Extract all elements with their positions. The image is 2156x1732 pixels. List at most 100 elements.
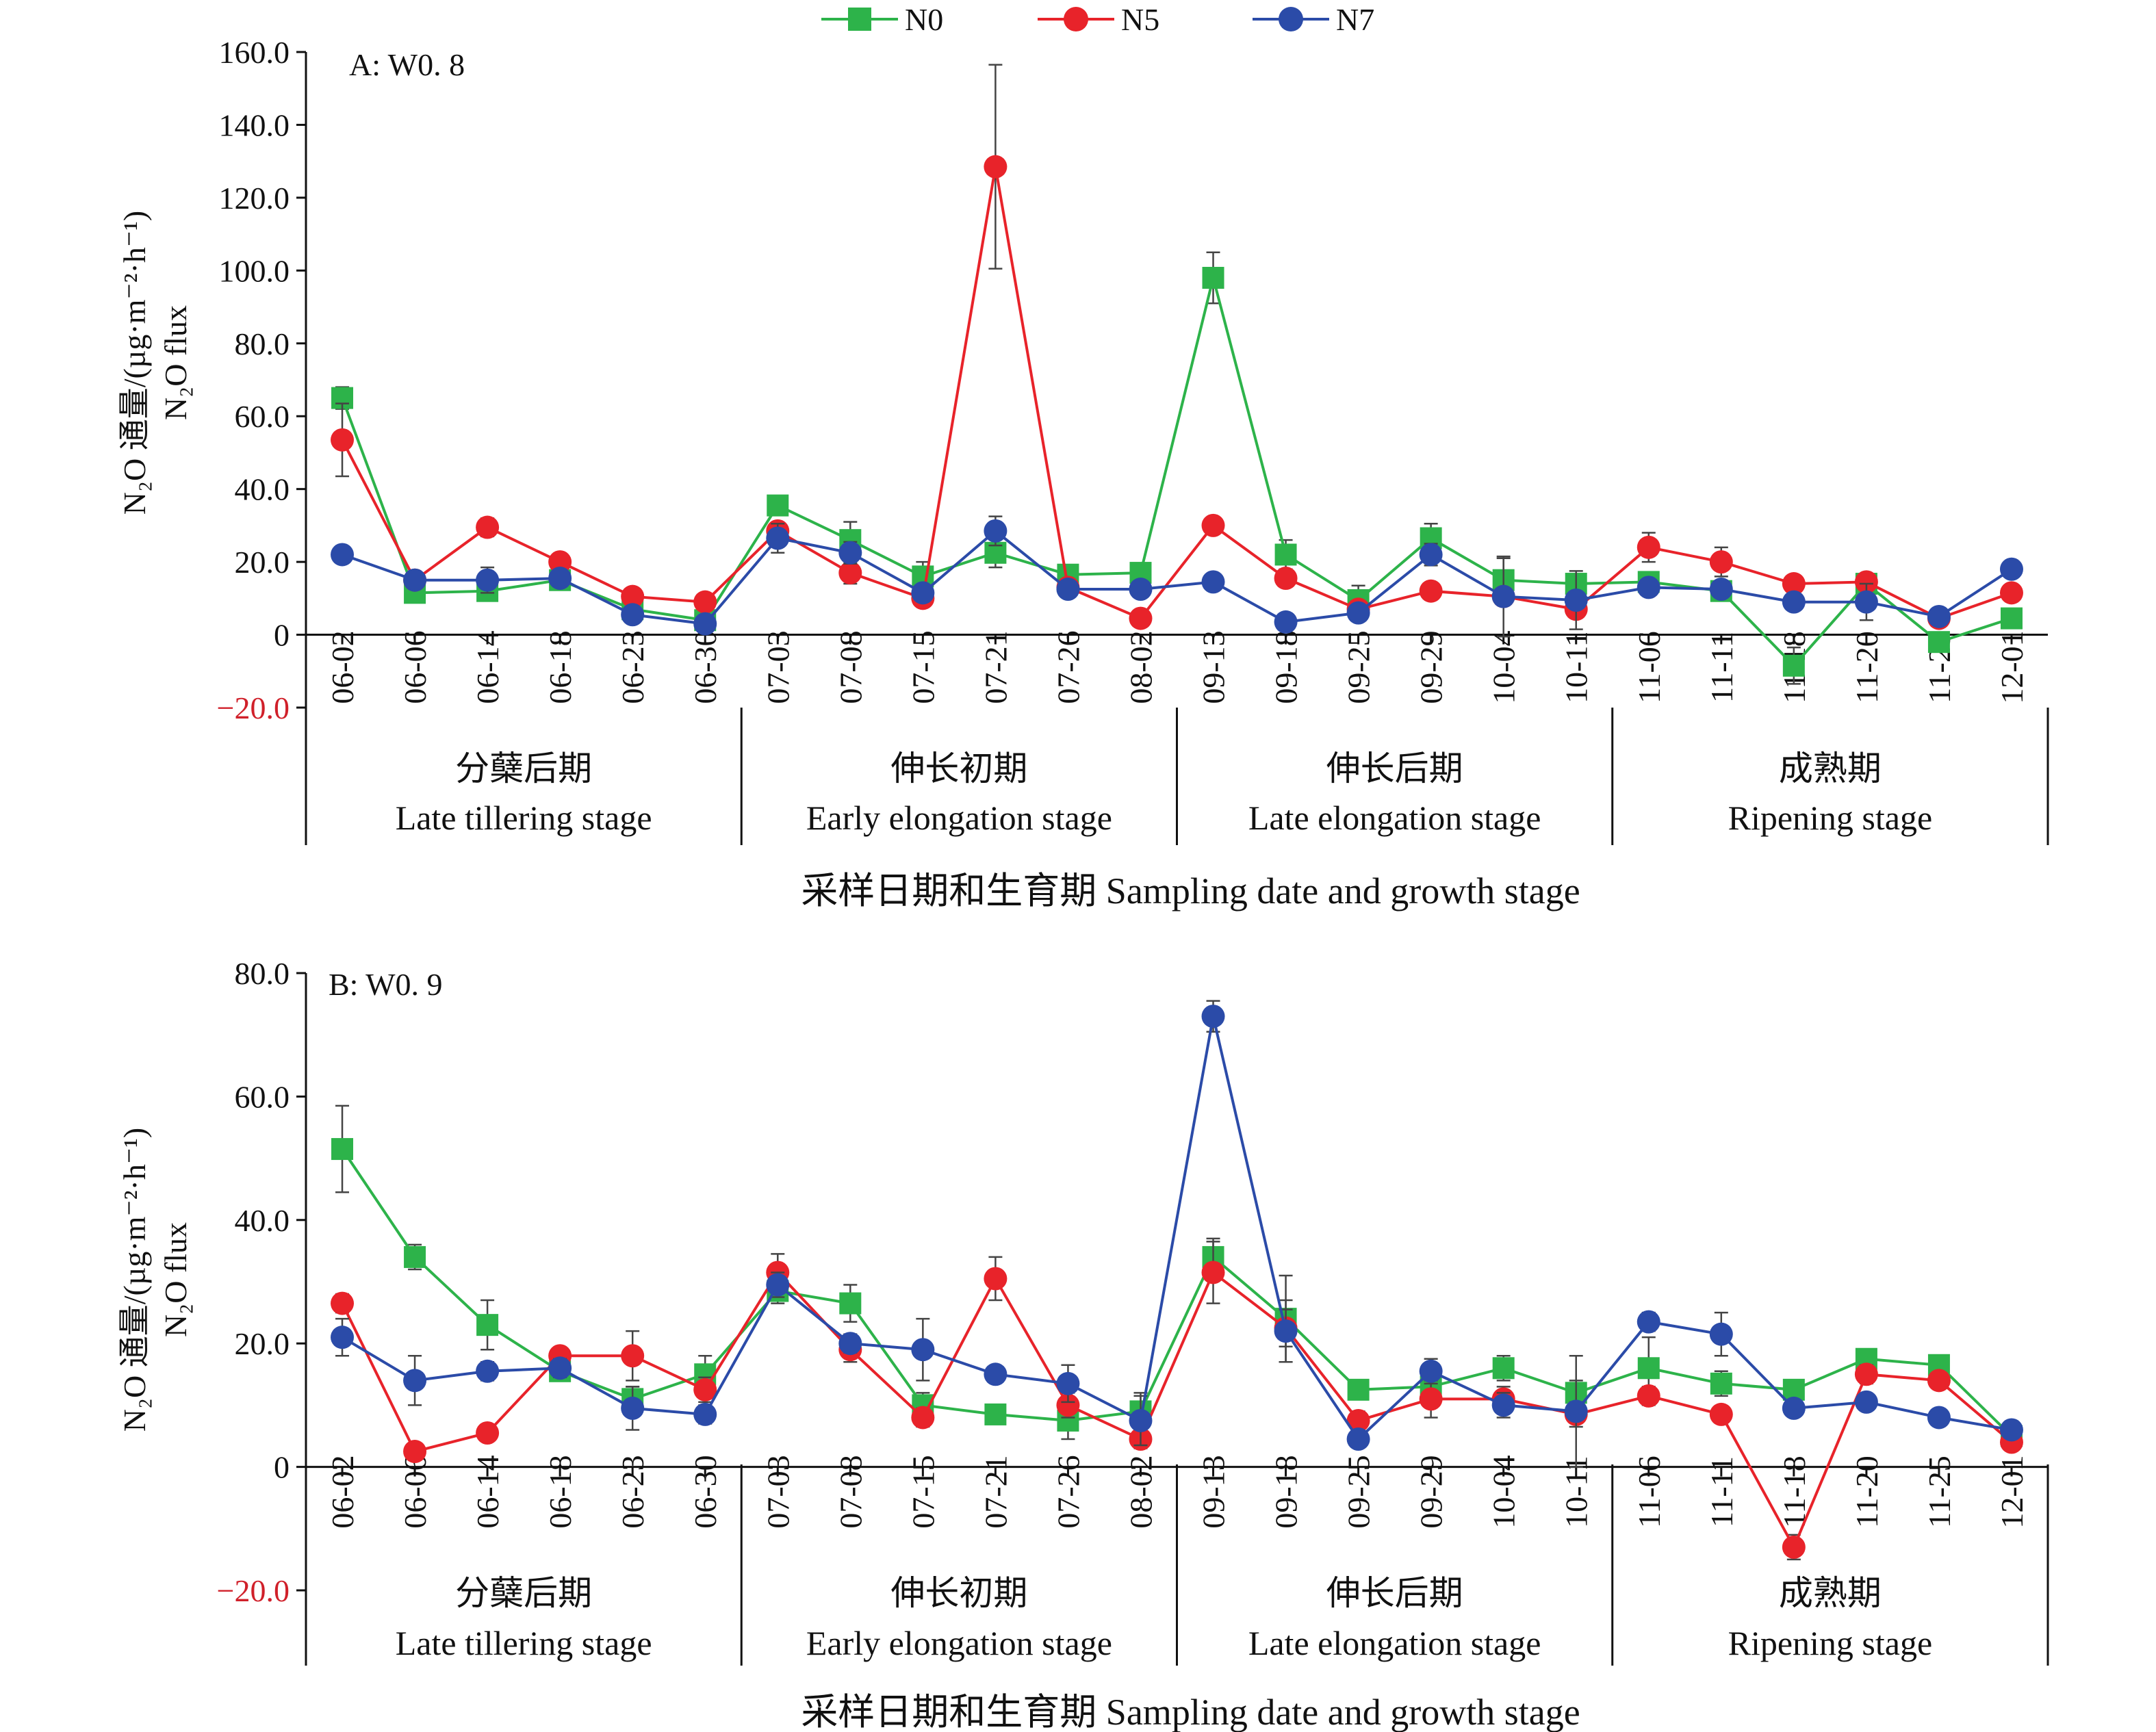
x-tick-label: 10-11	[1559, 631, 1594, 703]
x-tick-label: 11-20	[1849, 1456, 1884, 1528]
y-tick-label: 20.0	[235, 545, 290, 580]
stage-name-en: Ripening stage	[1728, 799, 1933, 837]
series-n7	[331, 515, 2023, 638]
x-tick-label: 11-06	[1632, 1456, 1667, 1528]
series-n0	[331, 1104, 2023, 1447]
y-tick-label: 20.0	[235, 1326, 290, 1361]
data-point	[1564, 1399, 1588, 1423]
y-tick-label: −20.0	[217, 690, 290, 725]
data-point	[1346, 1408, 1370, 1432]
stage-label-2: 伸长后期 Late elongation stage	[1248, 1574, 1541, 1662]
y-tick-label: 120.0	[219, 181, 290, 216]
data-point	[1710, 1372, 1732, 1395]
data-point	[2000, 607, 2023, 630]
legend-marker	[1279, 7, 1303, 31]
data-point	[984, 1362, 1008, 1386]
stage-label-2: 伸长后期 Late elongation stage	[1248, 749, 1541, 837]
data-point	[1201, 513, 1225, 537]
series-line	[341, 1016, 2012, 1442]
x-tick-label: 07-26	[1051, 1455, 1086, 1528]
data-point	[331, 543, 355, 567]
y-tick-label: 80.0	[235, 326, 290, 361]
data-point	[476, 1314, 499, 1336]
data-point	[1201, 1261, 1225, 1284]
stage-label-0: 分蘖后期 Late tillering stage	[396, 1574, 652, 1662]
y-tick-label: 0	[274, 1450, 290, 1485]
stage-name-zh: 伸长后期	[1326, 1574, 1463, 1612]
x-tick-label: 06-06	[398, 1455, 433, 1528]
data-point	[1637, 535, 1660, 559]
data-point	[1854, 590, 1878, 614]
y-tick-label: 60.0	[235, 1079, 290, 1114]
data-point	[1129, 1408, 1153, 1432]
data-point	[1637, 1384, 1660, 1408]
data-point	[548, 567, 572, 591]
x-tick-label: 11-20	[1849, 631, 1884, 703]
stage-label-1: 伸长初期 Early elongation stage	[806, 1574, 1112, 1662]
legend: N0 N5 N7	[821, 2, 1374, 37]
x-tick-label: 06-02	[325, 1455, 360, 1528]
stage-name-zh: 分蘖后期	[455, 749, 592, 788]
y-axis-label-2: N₂O flux	[158, 305, 193, 420]
series-n5	[331, 1241, 2023, 1561]
x-tick-label: 09-13	[1196, 1455, 1231, 1528]
data-point	[476, 1359, 500, 1383]
series-n7	[331, 1000, 2023, 1468]
stage-name-zh: 成熟期	[1779, 1574, 1882, 1612]
legend-item-n7: N7	[1253, 2, 1374, 37]
data-point	[1709, 1322, 1733, 1346]
x-tick-label: 06-18	[543, 1455, 578, 1528]
data-point	[1782, 1535, 1806, 1559]
data-point	[766, 1273, 790, 1297]
x-tick-label: 12-01	[1994, 1455, 2029, 1528]
data-point	[911, 1406, 935, 1430]
data-point	[1419, 1359, 1443, 1383]
stage-name-zh: 分蘖后期	[455, 1574, 592, 1612]
y-axis-label-2: N₂O flux	[158, 1222, 193, 1337]
data-point	[1927, 604, 1951, 628]
data-point	[911, 1338, 935, 1362]
x-tick-label: 06-18	[543, 630, 578, 703]
data-point	[548, 1356, 572, 1380]
series-n5	[331, 64, 2023, 630]
data-point	[404, 1245, 426, 1268]
x-tick-label: 07-15	[906, 1455, 940, 1528]
data-point	[1419, 1387, 1443, 1411]
data-point	[766, 526, 790, 550]
data-point	[1274, 543, 1297, 566]
data-point	[1854, 570, 1878, 594]
data-point	[838, 1332, 862, 1356]
y-tick-label: 40.0	[235, 472, 290, 507]
stage-name-en: Early elongation stage	[806, 1624, 1112, 1662]
data-point	[1854, 1362, 1878, 1386]
x-tick-label: 06-02	[325, 630, 360, 703]
legend-marker	[848, 8, 871, 31]
x-tick-label: 12-01	[1994, 630, 2029, 703]
data-point	[1056, 1393, 1080, 1417]
data-point	[621, 1344, 645, 1368]
series-line	[341, 1148, 2013, 1437]
legend-marker	[1064, 7, 1088, 31]
data-point	[1782, 1396, 1806, 1420]
data-point	[476, 515, 500, 539]
data-point	[1346, 1427, 1370, 1451]
data-point	[1202, 266, 1224, 289]
data-point	[1274, 610, 1298, 634]
x-tick-label: 06-14	[470, 1455, 505, 1528]
data-point	[1274, 567, 1298, 591]
data-point	[1347, 1378, 1370, 1401]
data-point	[838, 541, 862, 565]
legend-item-n5: N5	[1038, 2, 1159, 37]
data-point	[403, 1440, 427, 1464]
x-tick-label: 09-18	[1269, 1455, 1304, 1528]
data-point	[1274, 1319, 1298, 1343]
data-point	[1927, 1369, 1951, 1393]
y-axis-label: N₂O 通量/(µg·m⁻²·h⁻¹)	[117, 211, 152, 515]
data-point	[767, 494, 789, 517]
y-tick-label: 140.0	[219, 107, 290, 142]
data-point	[1201, 1005, 1225, 1029]
stage-name-en: Late elongation stage	[1248, 799, 1541, 837]
data-point	[1999, 557, 2023, 581]
stage-name-zh: 伸长后期	[1326, 749, 1463, 788]
